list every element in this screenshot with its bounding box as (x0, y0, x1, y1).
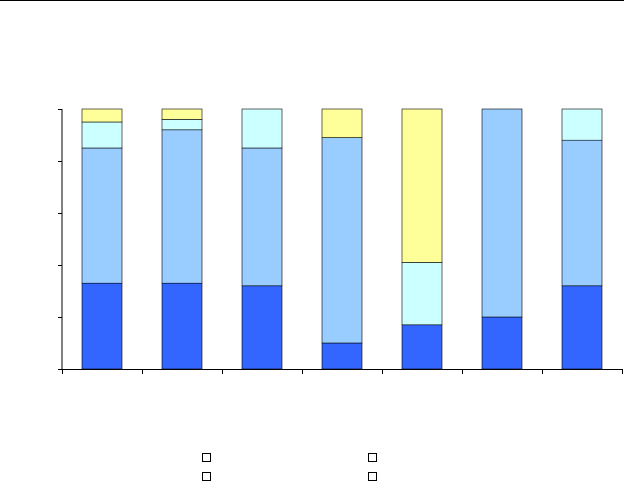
bar-segment-2-series-1 (161, 282, 203, 370)
bar-segment-4-series-2 (321, 137, 363, 344)
bar-segment-1-series-2 (81, 147, 123, 284)
bar-segment-1-series-1 (81, 282, 123, 370)
legend-marker-1 (202, 453, 211, 462)
bar-segment-2-series-4 (161, 108, 203, 120)
bar-segment-6-series-2 (481, 108, 523, 318)
bar-segment-4-series-4 (321, 108, 363, 138)
chart-axes (58, 109, 623, 374)
bar-segment-5-series-3 (401, 262, 443, 326)
top-border-line (0, 0, 624, 1)
bar-segment-3-series-3 (241, 108, 283, 149)
bar-segment-3-series-1 (241, 285, 283, 370)
bar-segment-5-series-1 (401, 324, 443, 370)
legend-marker-3 (202, 472, 211, 481)
bar-segment-7-series-1 (561, 285, 603, 370)
bar-segment-7-series-2 (561, 139, 603, 287)
legend-marker-2 (368, 453, 377, 462)
bars-group (81, 108, 603, 370)
bar-segment-7-series-3 (561, 108, 603, 141)
legend-marker-4 (368, 472, 377, 481)
bar-segment-1-series-3 (81, 121, 123, 149)
bar-segment-6-series-1 (481, 316, 523, 370)
bar-segment-3-series-2 (241, 147, 283, 287)
bar-segment-4-series-1 (321, 342, 363, 370)
bar-segment-5-series-4 (401, 108, 443, 263)
bar-segment-2-series-3 (161, 119, 203, 131)
bar-segment-1-series-4 (81, 108, 123, 123)
bar-segment-2-series-2 (161, 129, 203, 284)
